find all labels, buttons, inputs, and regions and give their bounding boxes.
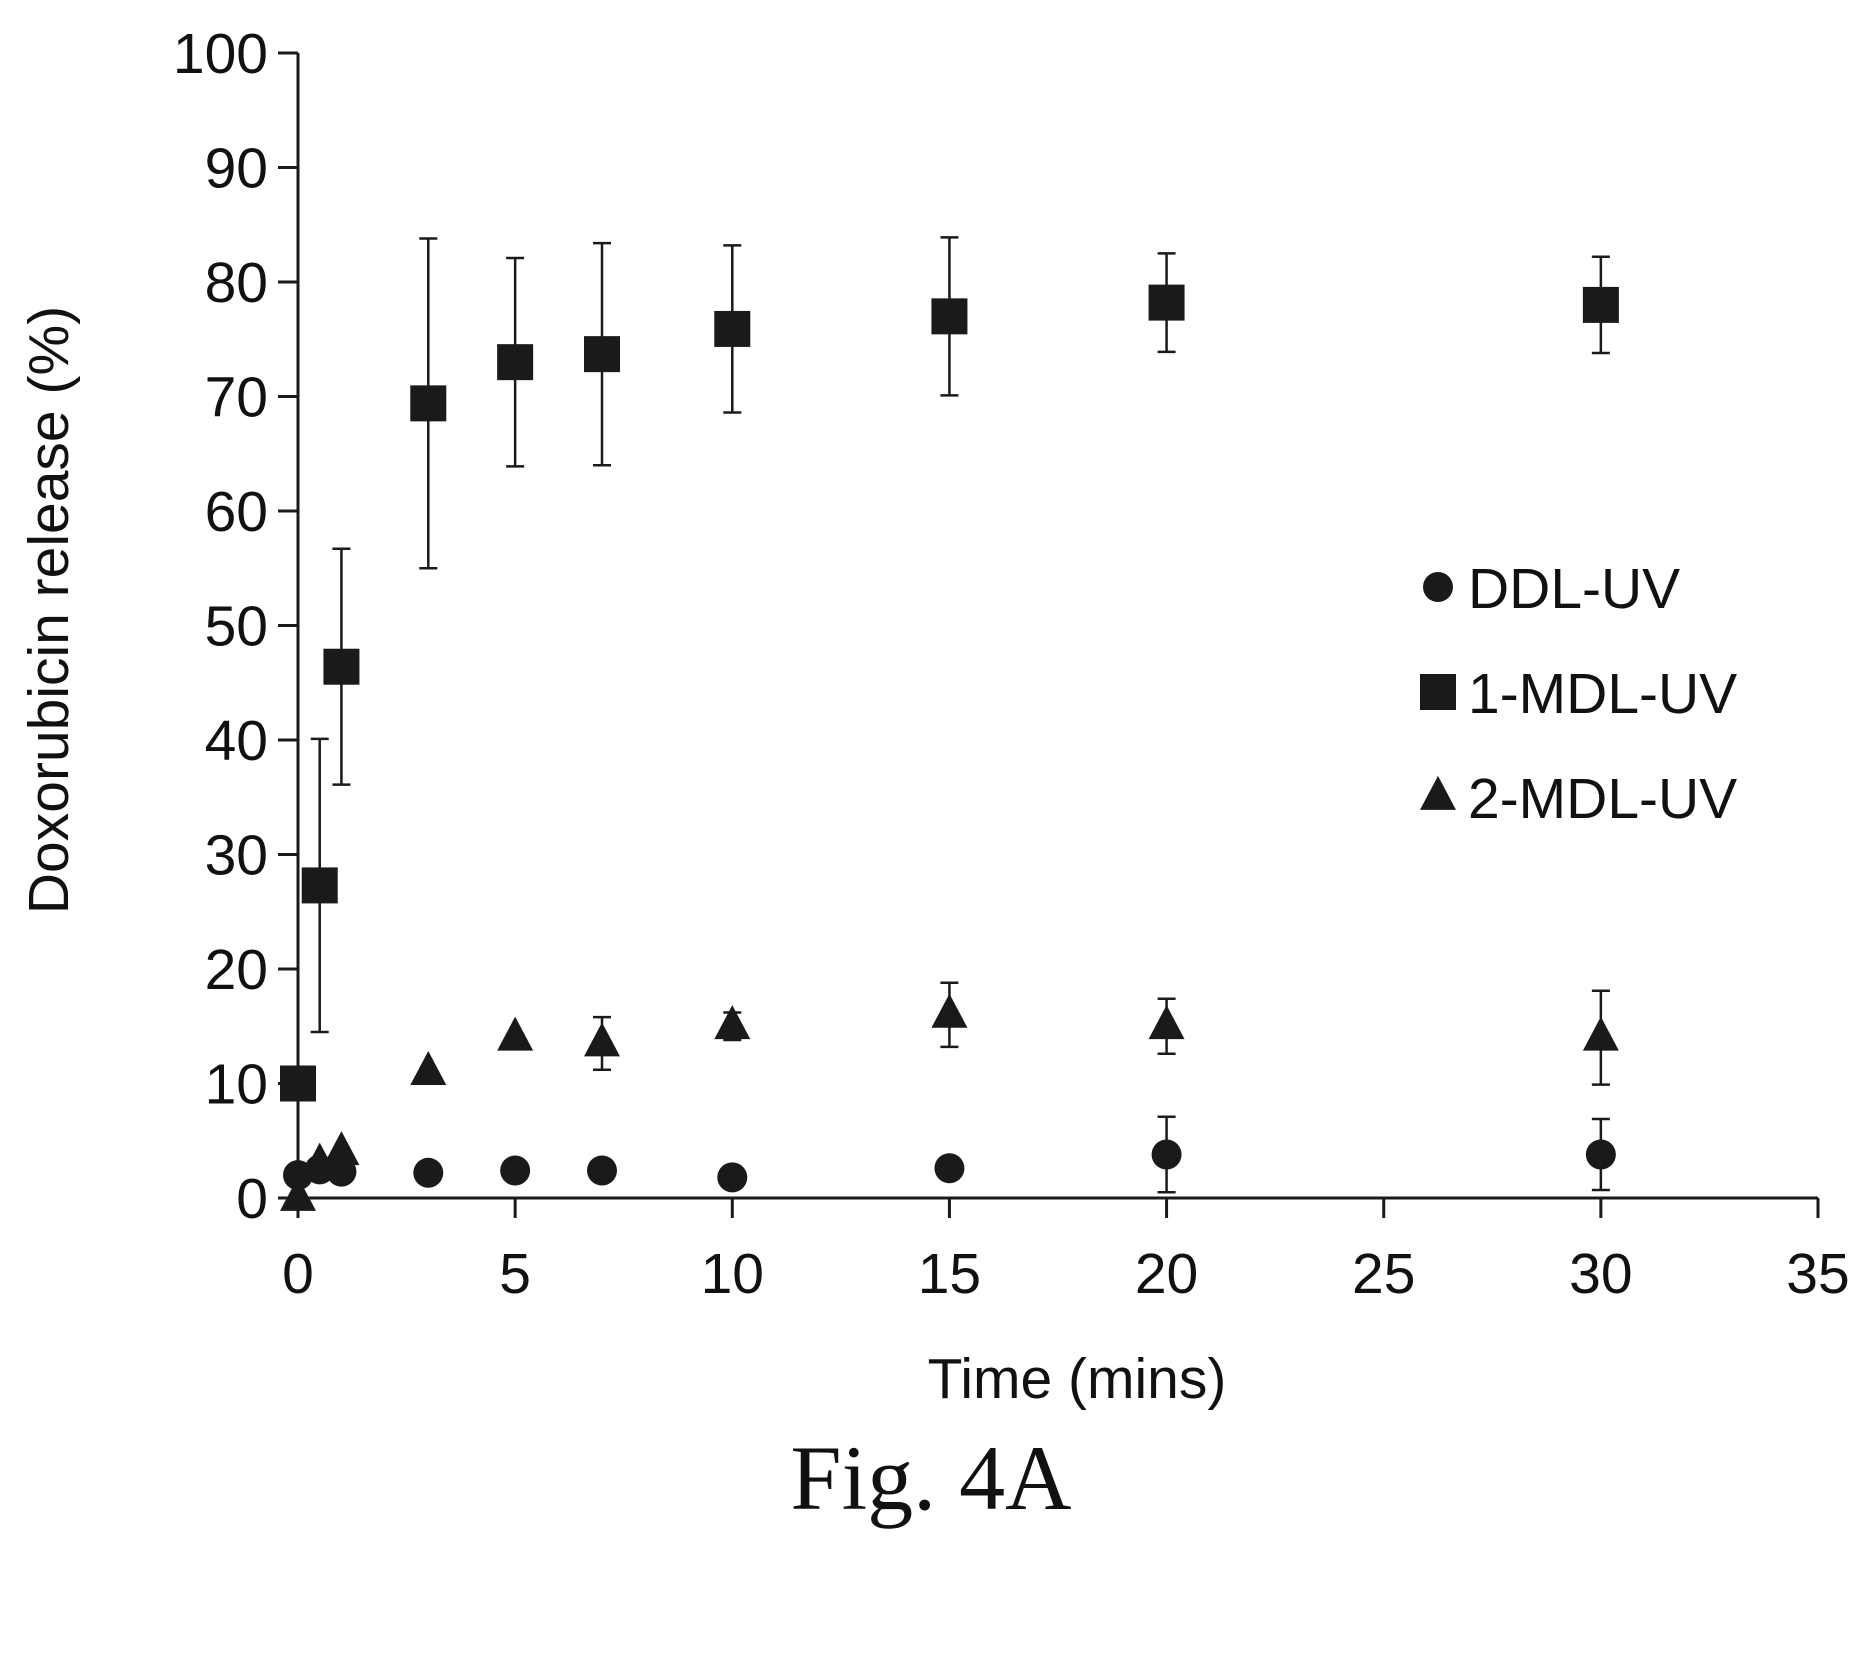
y-tick-label: 40 — [205, 709, 268, 773]
x-tick-label: 5 — [499, 1242, 531, 1306]
2-mdl-uv-point — [323, 1131, 360, 1166]
legend-label-1-mdl-uv: 1-MDL-UV — [1468, 662, 1737, 726]
y-tick-label: 100 — [173, 22, 268, 86]
2-mdl-uv-point — [931, 993, 968, 1028]
y-tick-label: 50 — [205, 595, 268, 659]
1-mdl-uv-point — [1582, 286, 1619, 323]
axes — [296, 53, 1818, 1200]
ddl-uv-point — [500, 1155, 531, 1186]
y-axis-title: Doxorubicin release (%) — [17, 306, 81, 914]
1-mdl-uv-point — [301, 867, 338, 904]
1-mdl-uv-point — [323, 648, 360, 685]
2-mdl-uv-point — [1148, 1005, 1185, 1040]
1-mdl-uv-point — [584, 336, 620, 373]
1-mdl-uv-point — [714, 310, 751, 347]
y-tick-label: 80 — [205, 251, 268, 315]
ddl-uv-point — [1151, 1139, 1182, 1170]
x-tick-label: 25 — [1352, 1242, 1415, 1306]
x-tick-label: 30 — [1569, 1242, 1632, 1306]
x-tick-label: 15 — [918, 1242, 981, 1306]
x-tick-label: 20 — [1135, 1242, 1198, 1306]
y-tick-label: 20 — [205, 938, 268, 1002]
y-axis-ticks: 0 10 20 30 40 50 60 70 80 90 100 — [173, 22, 298, 1231]
legend-marker-2-mdl-uv — [1420, 775, 1456, 810]
y-tick-label: 70 — [205, 366, 268, 430]
1-mdl-uv-point — [931, 298, 968, 335]
legend-marker-1-mdl-uv — [1420, 674, 1456, 710]
1-mdl-uv-point — [410, 385, 447, 422]
1-mdl-uv-point — [280, 1065, 316, 1102]
figure-caption: Fig. 4A — [790, 1427, 1072, 1529]
ddl-uv-point — [587, 1155, 617, 1186]
ddl-uv-point — [934, 1153, 965, 1184]
x-tick-label: 10 — [701, 1242, 764, 1306]
2-mdl-uv-point — [280, 1176, 316, 1211]
y-tick-label: 90 — [205, 137, 268, 201]
2-mdl-uv-point — [301, 1142, 338, 1177]
2-mdl-uv-point — [714, 1005, 751, 1040]
data-markers — [280, 284, 1619, 1211]
2-mdl-uv-point — [1582, 1016, 1619, 1051]
y-tick-label: 10 — [205, 1053, 268, 1117]
2-mdl-uv-point — [584, 1022, 620, 1057]
ddl-uv-point — [717, 1162, 748, 1193]
ddl-uv-point — [1585, 1139, 1616, 1170]
1-mdl-uv-point — [1148, 284, 1185, 321]
x-tick-label: 0 — [282, 1242, 314, 1306]
1-mdl-uv-point — [497, 344, 534, 381]
x-axis-title: Time (mins) — [928, 1347, 1227, 1411]
legend-marker-ddl-uv — [1423, 572, 1453, 602]
y-tick-label: 60 — [205, 480, 268, 544]
y-tick-label: 0 — [236, 1167, 268, 1231]
x-axis-ticks: 0 5 10 15 20 25 30 35 — [282, 1198, 1850, 1306]
legend: DDL-UV 1-MDL-UV 2-MDL-UV — [1420, 557, 1737, 831]
y-tick-label: 30 — [205, 824, 268, 888]
ddl-uv-point — [413, 1157, 444, 1188]
legend-label-2-mdl-uv: 2-MDL-UV — [1468, 767, 1737, 831]
legend-label-ddl-uv: DDL-UV — [1468, 557, 1680, 621]
2-mdl-uv-point — [497, 1016, 534, 1051]
x-tick-label: 35 — [1786, 1242, 1849, 1306]
2-mdl-uv-point — [410, 1050, 447, 1085]
